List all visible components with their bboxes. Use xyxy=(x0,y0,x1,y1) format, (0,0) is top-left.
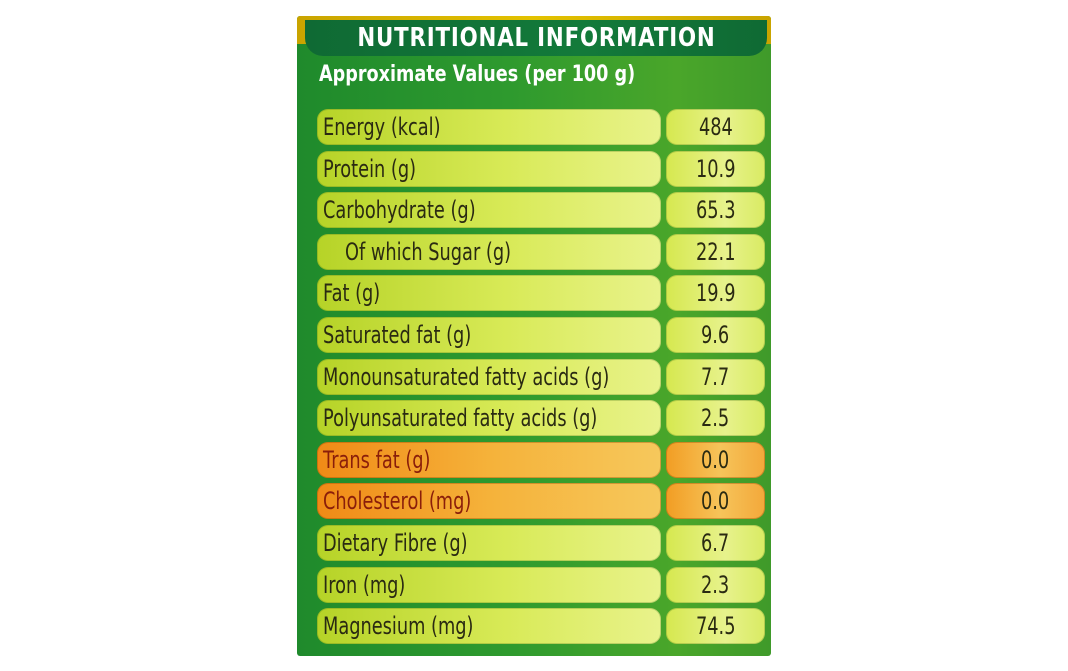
row-value-cell: 2.5 xyxy=(666,400,765,437)
row-label-cell: Energy (kcal) xyxy=(317,109,661,145)
row-value: 22.1 xyxy=(695,237,736,266)
row-label: Cholesterol (mg) xyxy=(323,487,472,516)
nutrition-row-energy: Energy (kcal) 484 xyxy=(317,109,767,145)
nutrition-row-protein: Protein (g) 10.9 xyxy=(317,150,767,187)
row-value: 6.7 xyxy=(701,528,730,557)
row-value-cell: 2.3 xyxy=(666,566,765,603)
row-label-cell: Fat (g) xyxy=(317,275,661,312)
row-label-cell: Polyunsaturated fatty acids (g) xyxy=(317,400,661,437)
row-label: Energy (kcal) xyxy=(323,113,441,141)
row-value-cell: 19.9 xyxy=(666,275,765,312)
row-value-cell: 10.9 xyxy=(666,150,765,187)
row-label-cell: Iron (mg) xyxy=(317,566,661,603)
row-value: 74.5 xyxy=(695,612,736,641)
nutrition-row-carbohydrate: Carbohydrate (g) 65.3 xyxy=(317,192,767,229)
nutrition-row-polyunsaturated: Polyunsaturated fatty acids (g) 2.5 xyxy=(317,400,767,437)
row-value-cell: 65.3 xyxy=(666,192,765,229)
row-label-cell: Saturated fat (g) xyxy=(317,316,661,353)
row-value-cell: 74.5 xyxy=(666,608,765,645)
row-value: 2.5 xyxy=(701,404,730,433)
row-label: Dietary Fibre (g) xyxy=(323,528,468,557)
panel-title: NUTRITIONAL INFORMATION xyxy=(356,23,716,53)
row-value: 7.7 xyxy=(701,362,730,391)
row-label: Trans fat (g) xyxy=(323,445,431,474)
row-value: 0.0 xyxy=(701,445,730,474)
row-label-cell: Protein (g) xyxy=(317,150,661,187)
row-value-cell: 7.7 xyxy=(666,358,765,395)
row-value: 19.9 xyxy=(695,279,736,308)
row-value-cell: 6.7 xyxy=(666,524,765,561)
title-bar: NUTRITIONAL INFORMATION xyxy=(305,20,767,56)
nutrition-table: Energy (kcal) 484 Protein (g) 10.9 Carbo… xyxy=(317,109,767,650)
nutrition-row-fat: Fat (g) 19.9 xyxy=(317,275,767,312)
row-value-cell: 0.0 xyxy=(666,441,765,478)
row-value: 2.3 xyxy=(701,570,730,599)
row-label: Of which Sugar (g) xyxy=(345,237,512,266)
row-label: Monounsaturated fatty acids (g) xyxy=(323,362,610,391)
row-label: Magnesium (mg) xyxy=(323,612,474,641)
nutrition-row-magnesium: Magnesium (mg) 74.5 xyxy=(317,608,767,645)
row-value: 10.9 xyxy=(695,154,736,183)
row-label-cell: Trans fat (g) xyxy=(317,441,661,478)
row-label-cell: Of which Sugar (g) xyxy=(317,233,661,270)
row-label-cell: Dietary Fibre (g) xyxy=(317,524,661,561)
nutrition-row-monounsaturated: Monounsaturated fatty acids (g) 7.7 xyxy=(317,358,767,395)
row-label: Iron (mg) xyxy=(323,570,406,599)
nutrition-row-trans-fat: Trans fat (g) 0.0 xyxy=(317,441,767,478)
nutrition-row-cholesterol: Cholesterol (mg) 0.0 xyxy=(317,483,767,520)
row-value: 65.3 xyxy=(695,196,736,225)
row-label-cell: Cholesterol (mg) xyxy=(317,483,661,520)
row-label-cell: Magnesium (mg) xyxy=(317,608,661,645)
row-label: Carbohydrate (g) xyxy=(323,196,476,225)
row-label-cell: Carbohydrate (g) xyxy=(317,192,661,229)
panel-subtitle: Approximate Values (per 100 g) xyxy=(319,62,636,87)
row-value: 9.6 xyxy=(701,320,730,349)
row-label: Polyunsaturated fatty acids (g) xyxy=(323,404,598,433)
nutrition-panel: NUTRITIONAL INFORMATION Approximate Valu… xyxy=(297,16,771,656)
row-label: Protein (g) xyxy=(323,154,417,183)
nutrition-row-iron: Iron (mg) 2.3 xyxy=(317,566,767,603)
row-value-cell: 22.1 xyxy=(666,233,765,270)
row-value-cell: 0.0 xyxy=(666,483,765,520)
row-value-cell: 9.6 xyxy=(666,316,765,353)
nutrition-row-saturated-fat: Saturated fat (g) 9.6 xyxy=(317,316,767,353)
nutrition-row-dietary-fibre: Dietary Fibre (g) 6.7 xyxy=(317,524,767,561)
row-value-cell: 484 xyxy=(666,109,765,145)
row-value: 0.0 xyxy=(701,487,730,516)
row-label: Fat (g) xyxy=(323,279,381,308)
nutrition-row-sugar: Of which Sugar (g) 22.1 xyxy=(317,233,767,270)
row-value: 484 xyxy=(698,113,733,141)
row-label: Saturated fat (g) xyxy=(323,320,472,349)
row-label-cell: Monounsaturated fatty acids (g) xyxy=(317,358,661,395)
